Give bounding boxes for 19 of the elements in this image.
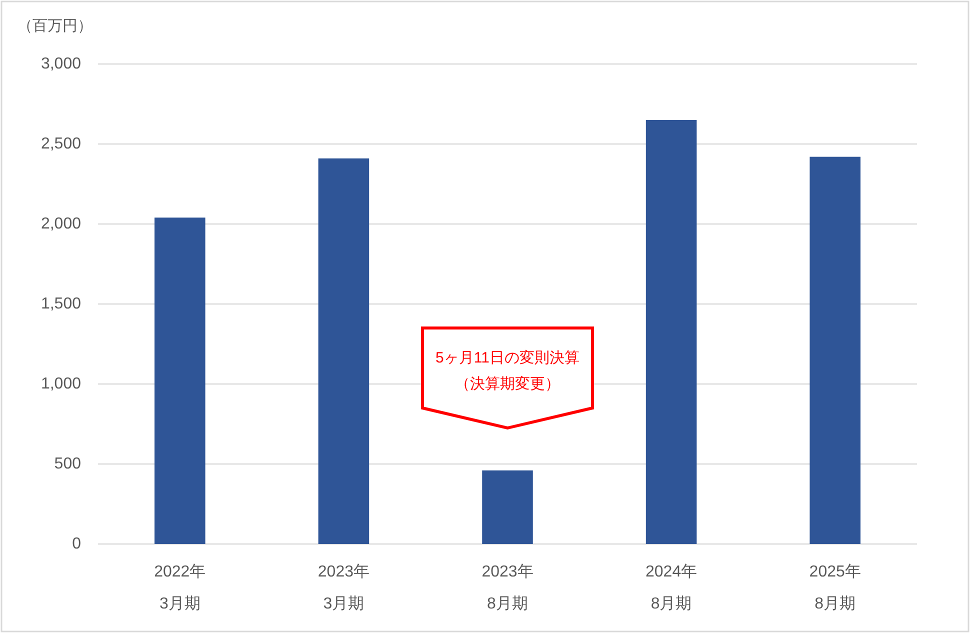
bar: [810, 156, 860, 544]
x-tick-label: 2025年 8月期: [809, 564, 861, 612]
y-tick-label: 0: [72, 536, 82, 552]
bar: [646, 120, 697, 544]
y-tick-label: 1,000: [40, 376, 82, 392]
x-tick-label: 2024年 8月期: [646, 564, 698, 612]
annotation: 5ヶ月11日の変則決算（決算期変更）: [436, 350, 580, 392]
x-tick-label: 2023年 8月期: [482, 564, 534, 612]
bar: [318, 158, 370, 544]
y-axis-title: （百万円）: [18, 18, 92, 34]
y-tick-label: 2,000: [40, 216, 82, 232]
y-tick-label: 3,000: [40, 56, 82, 72]
y-tick-label: 2,500: [40, 136, 82, 152]
bar: [482, 470, 533, 544]
y-tick-label: 500: [54, 456, 82, 472]
bar: [154, 218, 206, 544]
x-tick-label: 2022年 3月期: [154, 564, 206, 612]
x-tick-label: 2023年 3月期: [318, 564, 370, 612]
y-tick-label: 1,500: [40, 296, 82, 312]
